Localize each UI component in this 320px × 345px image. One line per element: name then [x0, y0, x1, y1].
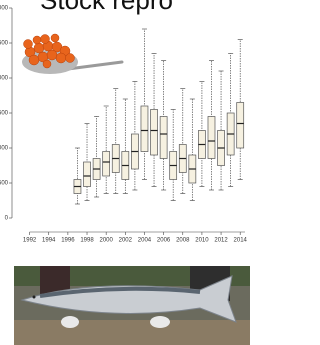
figure: Stock repro 0 500 1000 1500 2000 2500 3000 1992… — [0, 0, 250, 345]
chart-title: Stock repro — [40, 0, 173, 15]
y-tick-label: 500 — [0, 181, 9, 187]
x-tick-label: 2004 — [138, 238, 152, 244]
y-tick-label: 1500 — [0, 111, 9, 117]
y-tick-label: 2000 — [0, 76, 9, 82]
x-tick-label: 1994 — [42, 238, 56, 244]
page: {"chart_data": {"type": "box", "title": … — [0, 0, 250, 345]
y-tick-label: 1000 — [0, 146, 9, 152]
x-tick-label: 2014 — [234, 238, 248, 244]
x-tick-label: 2010 — [195, 238, 209, 244]
x-tick-label: 2006 — [157, 238, 171, 244]
x-tick-label: 2000 — [99, 238, 113, 244]
box — [237, 103, 244, 149]
y-tick-label: 3000 — [0, 6, 9, 12]
salmon-photo — [14, 266, 250, 345]
x-tick-label: 2012 — [214, 238, 228, 244]
box — [160, 117, 167, 159]
x-tick-label: 2002 — [119, 238, 133, 244]
box — [141, 106, 148, 152]
roe-spoon-image — [22, 34, 122, 74]
box — [84, 162, 91, 187]
y-tick-label: 0 — [5, 216, 9, 222]
box — [151, 110, 158, 156]
y-tick-label: 2500 — [0, 41, 9, 47]
x-tick-label: 1998 — [80, 238, 94, 244]
x-tick-label: 1992 — [23, 238, 37, 244]
x-tick-label: 1996 — [61, 238, 75, 244]
box — [103, 152, 110, 177]
box — [208, 117, 215, 159]
x-tick-label: 2008 — [176, 238, 190, 244]
